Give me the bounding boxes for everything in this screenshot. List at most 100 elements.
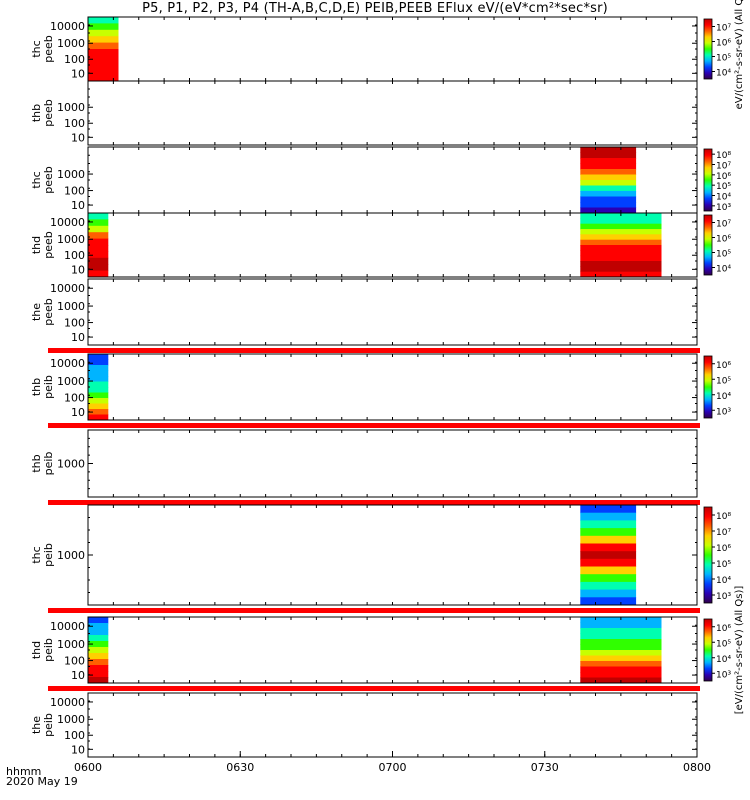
colorbar-tick-label: 10⁴ [716,655,731,665]
x-tick-label: 0600 [74,761,102,774]
heatmap-cell [580,551,637,560]
y-tick-label: 1000 [57,37,85,50]
heatmap-cell [580,152,637,159]
chart-title: P5, P1, P2, P3, P4 (TH-A,B,C,D,E) PEIB,P… [142,1,608,16]
heatmap-cell [88,387,109,393]
heatmap-cell [580,574,637,583]
heatmap-cell [88,617,109,624]
y-tick-label: 10 [71,331,85,344]
panel-label-probe: thb [30,378,43,396]
colorbar [703,214,713,276]
heatmap-cell [580,622,662,629]
heatmap-cell [580,581,637,591]
heatmap-cell [580,255,662,262]
heatmap-cell [88,68,119,76]
heatmap-cell [88,409,109,415]
colorbar-tick-label: 10⁴ [716,576,731,586]
panel-8: 1000 thc peib 10⁸ 10⁷ 10⁶ 10⁵ 10⁴ 10³ [30,504,731,613]
heatmap-cell [580,261,662,267]
heatmap-cell [580,191,637,197]
colorbar-tick-label: 10⁴ [716,69,731,79]
heatmap-cell [580,528,637,537]
colorbar-tick-label: 10⁷ [716,528,731,538]
y-tick-label: 10 [71,406,85,419]
panel-label-product: peib [42,543,55,567]
red-band [48,608,700,613]
heatmap-cell [580,543,637,552]
panel-label-product: peib [42,452,55,476]
heatmap-cell [580,202,637,208]
panel-label-product: peib [42,375,55,399]
heatmap-cell [580,535,637,544]
heatmap-cell [88,647,109,654]
colorbar [703,618,713,682]
heatmap-cell [580,234,662,241]
panel-label-product: peib [42,638,55,662]
heatmap-cell [88,359,109,366]
heatmap-cell [580,147,637,153]
panel-label-probe: thb [30,104,43,122]
colorbar [703,18,713,80]
heatmap-cell [88,653,109,660]
y-tick-label: 10 [71,131,85,144]
y-tick-label: 10 [71,743,85,756]
x-tick-label: 0800 [683,761,711,774]
heatmap-cell [580,566,637,575]
panel-label-probe: the [30,716,43,734]
heatmap-cell [88,245,109,252]
heatmap-cell [580,163,637,170]
heatmap-cell [88,251,109,259]
heatmap-cell [88,225,109,233]
heatmap-cell [580,196,637,203]
heatmap-cell [88,677,109,684]
panel-frame [87,80,698,146]
panel-frame [87,16,698,82]
panel-label-product: peeb [42,231,55,259]
heatmap-cell [88,264,109,272]
colorbar-tick-label: 10⁶ [716,361,731,371]
colorbar-tick-label: 10⁶ [716,624,731,634]
y-tick-label: 100 [64,729,85,742]
y-tick-label: 100 [64,249,85,262]
colorbar-tick-label: 10³ [716,670,731,680]
panel-label-probe: thd [30,236,43,254]
heatmap-cell [88,370,109,377]
panel-7: 1000 thb peib [30,429,700,505]
heatmap-cell [88,219,109,227]
heatmap-cell [88,414,109,421]
colorbar-tick-label: 10⁴ [716,193,731,203]
heatmap-cell [88,232,109,240]
red-band [48,686,700,691]
heatmap-cell [88,74,119,82]
heatmap-cell [580,505,637,514]
colorbar-tick-label: 10⁷ [716,162,731,172]
panel-label-product: peeb [42,298,55,326]
colorbar-tick-label: 10⁵ [716,560,731,570]
date-label: 2020 May 19 [6,775,78,788]
y-tick-label: 100 [64,317,85,330]
heatmap-cell [88,257,109,265]
colorbar-tick-label: 10⁷ [716,220,731,230]
colorbar [703,506,713,604]
heatmap-cell [88,365,109,371]
heatmap-cell [88,665,109,672]
y-tick-label: 1000 [57,458,85,471]
heatmap-cell [580,661,662,667]
heatmap-cell [580,512,637,521]
panel-label-probe: thc [30,546,43,563]
heatmap-cell [580,558,637,567]
heatmap-cell [88,23,119,31]
heatmap-cell [88,629,109,636]
colorbar-tick-label: 10⁶ [716,172,731,182]
y-tick-label: 1000 [57,713,85,726]
colorbar-tick-label: 10⁵ [716,639,731,649]
x-tick-label: 0730 [531,761,559,774]
y-tick-label: 1000 [57,233,85,246]
heatmap-cell [88,29,119,37]
panel-label-probe: the [30,303,43,321]
colorbar-tick-label: 10⁴ [716,392,731,402]
heatmap-cell [580,245,662,251]
y-tick-label: 1000 [57,638,85,651]
